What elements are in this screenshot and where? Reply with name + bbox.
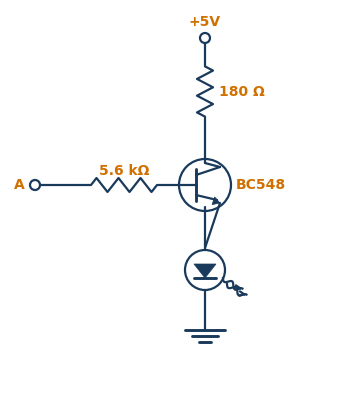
- Text: 5.6 kΩ: 5.6 kΩ: [99, 164, 149, 178]
- Text: +5V: +5V: [189, 15, 221, 29]
- Text: A: A: [14, 178, 25, 192]
- Text: 180 Ω: 180 Ω: [219, 84, 265, 99]
- Text: BC548: BC548: [236, 178, 286, 192]
- Polygon shape: [194, 264, 216, 278]
- Polygon shape: [212, 197, 220, 205]
